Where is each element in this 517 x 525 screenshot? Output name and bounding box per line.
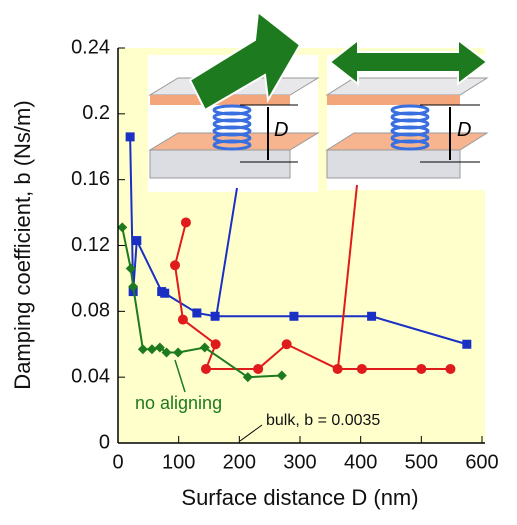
spring bbox=[392, 106, 428, 149]
inset-right: D bbox=[327, 40, 487, 190]
inset-left: D bbox=[148, 12, 318, 192]
y-axis-label: Damping coefficient, b (Ns/m) bbox=[10, 100, 35, 389]
y-tick-label: 0.08 bbox=[71, 300, 110, 322]
annotation: D bbox=[457, 119, 471, 141]
x-tick-label: 200 bbox=[223, 451, 256, 473]
x-tick-label: 0 bbox=[112, 451, 123, 473]
point bbox=[367, 312, 376, 321]
y-tick-label: 0 bbox=[99, 431, 110, 453]
chart: D D no aligning bulk, b = 0.0035 Surface… bbox=[0, 0, 517, 520]
point bbox=[211, 312, 220, 321]
point bbox=[170, 260, 180, 270]
annotation: D bbox=[274, 119, 288, 141]
x-tick-label: 500 bbox=[405, 451, 438, 473]
point bbox=[211, 339, 221, 349]
x-tick-label: 400 bbox=[344, 451, 377, 473]
point bbox=[160, 289, 169, 298]
y-tick-label: 0.2 bbox=[82, 102, 110, 124]
y-tick-label: 0.04 bbox=[71, 365, 110, 387]
plate-edge bbox=[327, 95, 460, 105]
point bbox=[462, 340, 471, 349]
point bbox=[181, 217, 191, 227]
page: {"chart_data": {"type": "scatter", "x_la… bbox=[0, 0, 517, 525]
x-tick-label: 600 bbox=[465, 451, 498, 473]
point bbox=[282, 339, 292, 349]
annotation: bulk, b = 0.0035 bbox=[266, 412, 380, 429]
plate-edge bbox=[327, 150, 460, 178]
point bbox=[201, 364, 211, 374]
x-tick-label: 100 bbox=[162, 451, 195, 473]
point bbox=[192, 308, 201, 317]
point bbox=[132, 236, 141, 245]
point bbox=[445, 364, 455, 374]
point bbox=[416, 364, 426, 374]
spring bbox=[214, 106, 250, 149]
point bbox=[357, 364, 367, 374]
x-tick-label: 300 bbox=[283, 451, 316, 473]
point bbox=[126, 132, 135, 141]
point bbox=[178, 315, 188, 325]
x-axis-label: Surface distance D (nm) bbox=[181, 485, 418, 510]
y-tick-label: 0.12 bbox=[71, 234, 110, 256]
point bbox=[289, 312, 298, 321]
annotation: no aligning bbox=[135, 393, 222, 413]
point bbox=[253, 364, 263, 374]
y-tick-label: 0.24 bbox=[71, 36, 110, 58]
y-tick-label: 0.16 bbox=[71, 168, 110, 190]
